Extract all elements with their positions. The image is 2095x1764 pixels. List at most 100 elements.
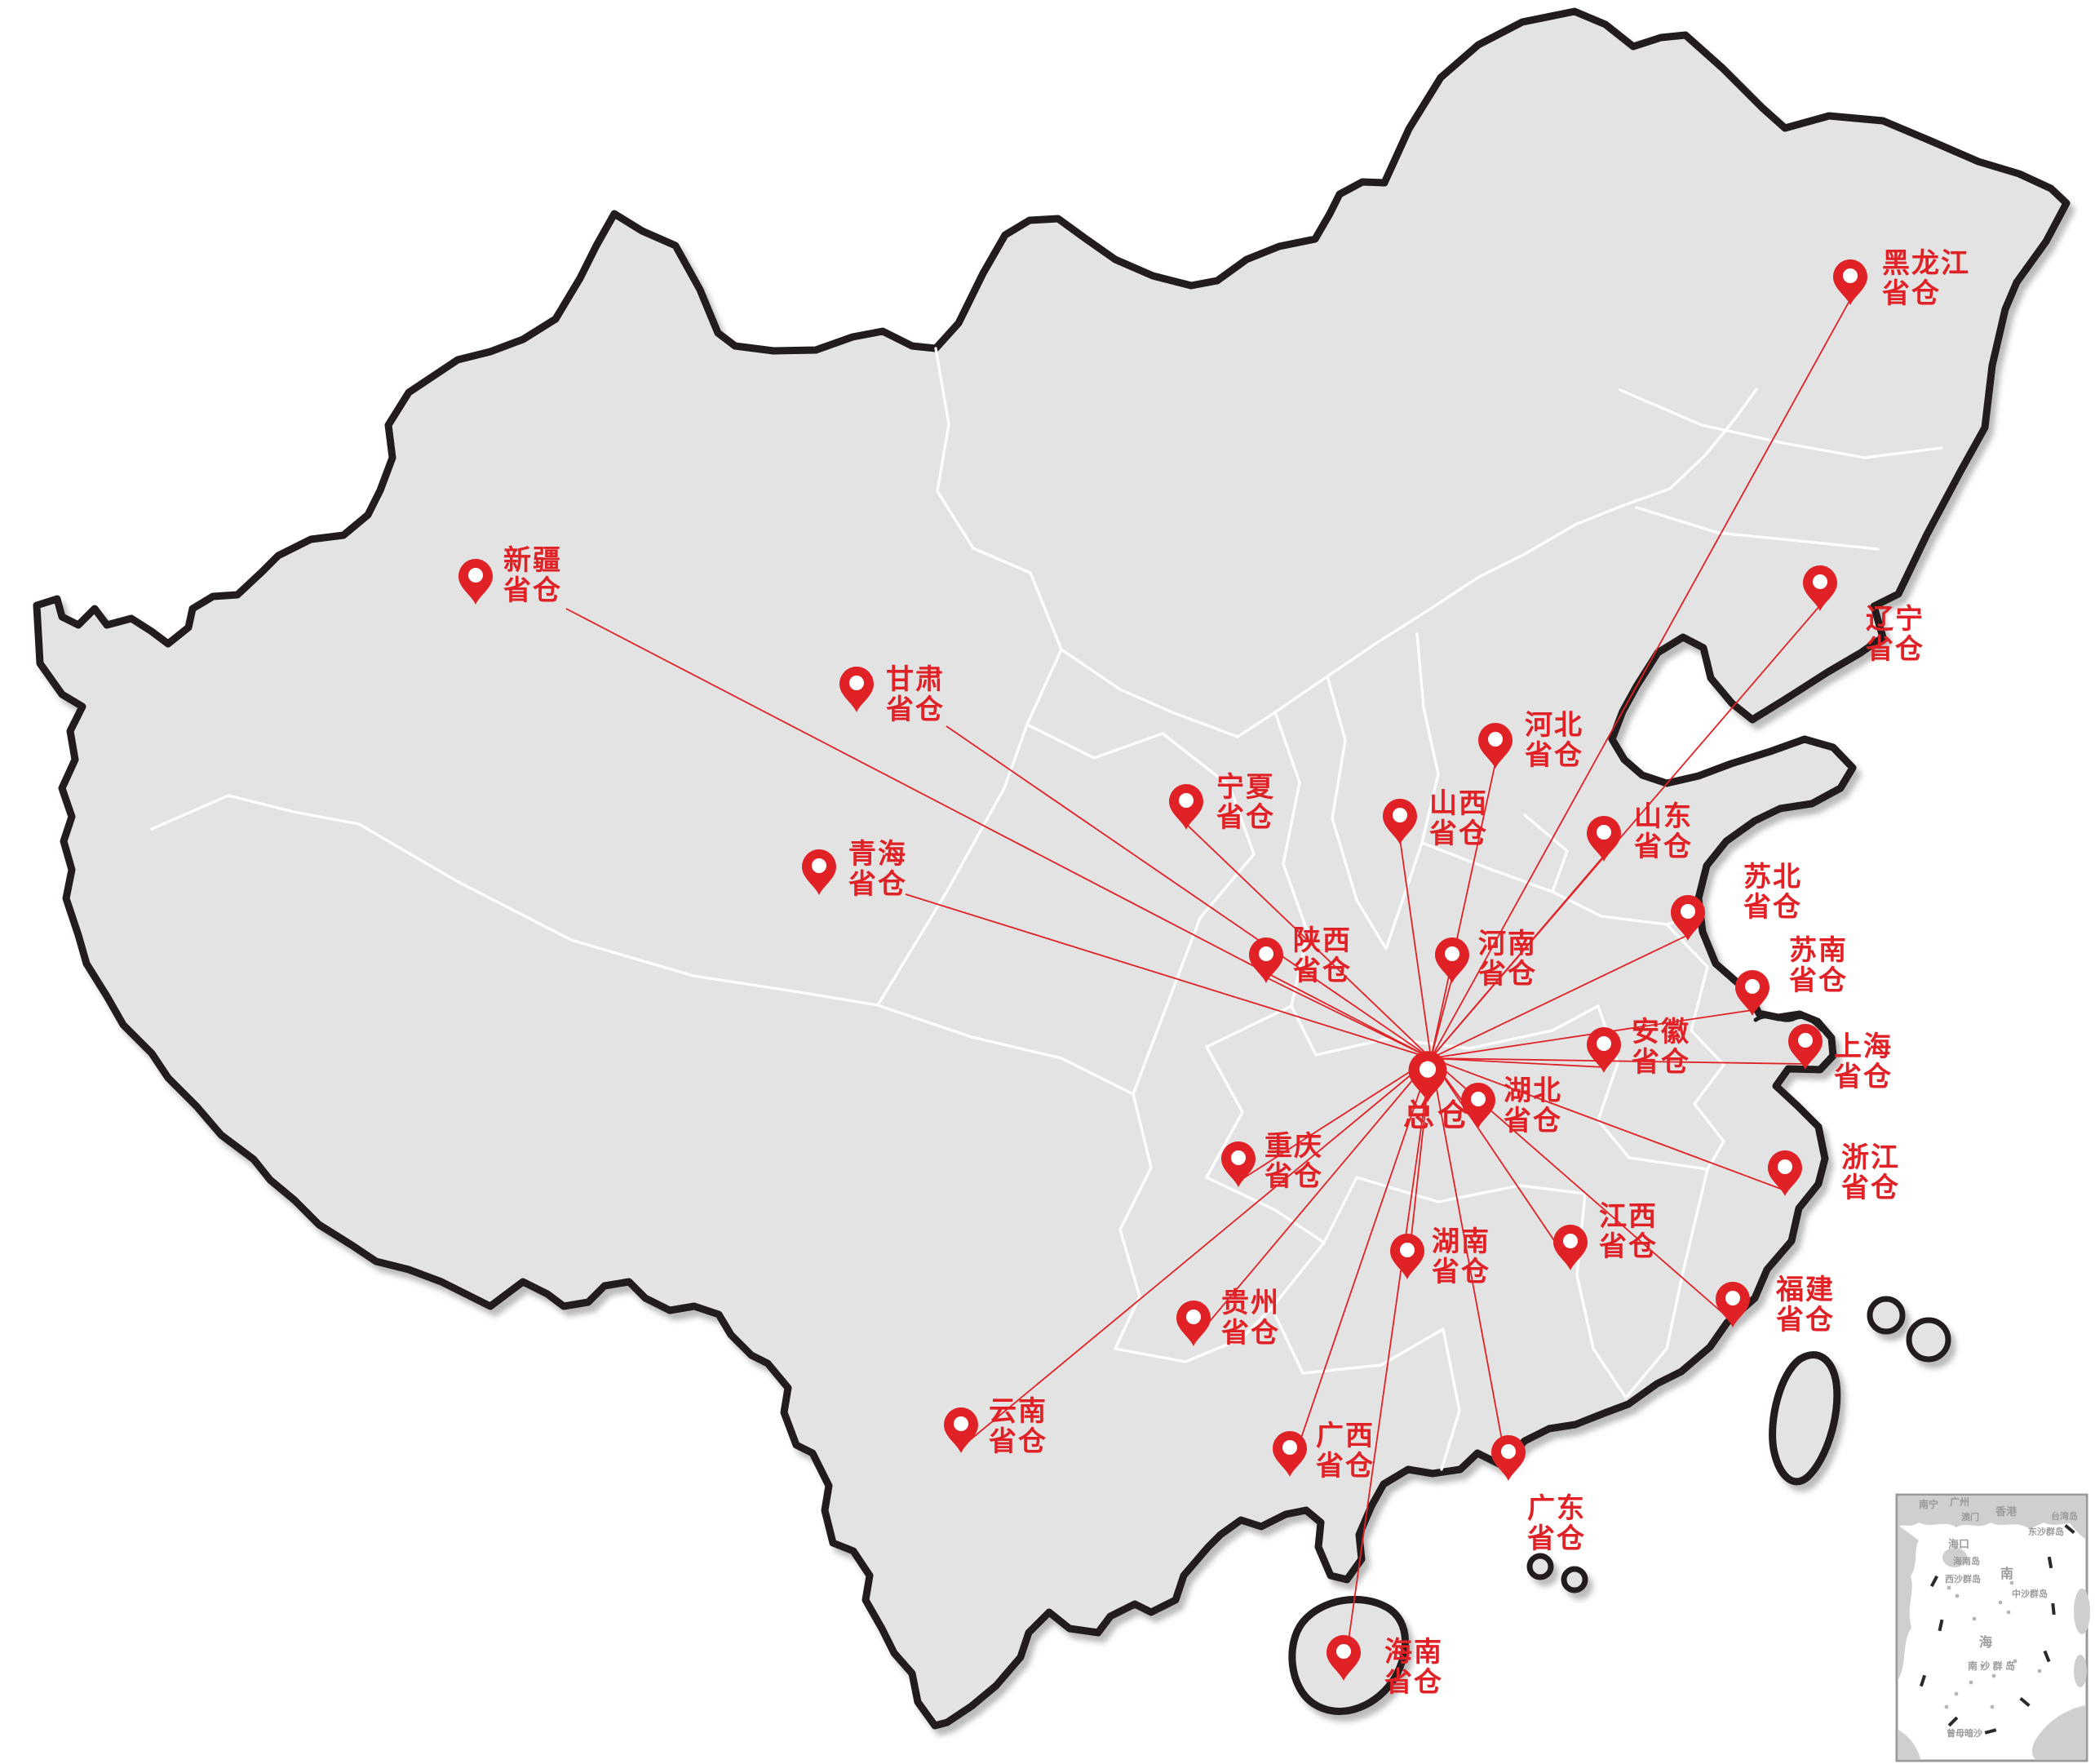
inset-island-dots — [1944, 1580, 2042, 1709]
route-line-chongqing — [1238, 1057, 1432, 1182]
map-pin-icon-shanxi — [1383, 799, 1417, 844]
warehouse-label-jiangxi: 江西省仓 — [1599, 1201, 1658, 1262]
map-pin-icon-hebei — [1478, 723, 1513, 769]
route-line-guangxi — [1289, 1057, 1432, 1472]
inset-frame — [1895, 1493, 2088, 1762]
inset-label: 西沙群岛 — [1945, 1573, 1981, 1584]
inset-label: 海口 — [1948, 1538, 1969, 1550]
offshore-island-icon — [1561, 1566, 1588, 1593]
route-line-heilongjiang — [1430, 299, 1851, 1059]
route-line-zhejiang — [1430, 1057, 1786, 1191]
offshore-island-icon — [1867, 1296, 1906, 1335]
route-line-yunnan — [960, 1057, 1432, 1448]
warehouse-label-zongcang: 总仓 — [1403, 1099, 1472, 1133]
map-pin-icon-zongcang — [1408, 1051, 1447, 1102]
province-borders — [150, 347, 1943, 1471]
warehouse-label-xinjiang: 新疆省仓 — [503, 545, 562, 606]
offshore-island-icon — [1906, 1317, 1951, 1363]
inset-hainan — [1942, 1548, 1967, 1567]
warehouse-label-hebei: 河北省仓 — [1525, 710, 1583, 771]
route-line-hebei — [1430, 762, 1496, 1059]
route-line-henan — [1430, 977, 1453, 1059]
warehouse-label-guangxi: 广西省仓 — [1316, 1421, 1375, 1482]
map-pin-icon-hainan — [1327, 1635, 1361, 1681]
inset-label: 海南岛 — [1953, 1555, 1980, 1567]
map-pin-icon-heilongjiang — [1833, 259, 1867, 305]
warehouse-label-gansu: 甘肃省仓 — [886, 664, 945, 725]
map-pin-icon-guangxi — [1273, 1431, 1307, 1477]
warehouse-label-hainan: 海南省仓 — [1384, 1637, 1443, 1698]
map-pin-icon-liaoning — [1803, 565, 1837, 611]
warehouse-label-shandong: 山东省仓 — [1634, 800, 1693, 862]
map-pin-icon-zhejiang — [1768, 1150, 1802, 1196]
warehouse-label-hunan: 湖南省仓 — [1432, 1226, 1490, 1288]
inset-label: 东沙群岛 — [2028, 1526, 2064, 1537]
map-pin-icon-ningxia — [1169, 784, 1203, 830]
taiwan-island — [1769, 1351, 1841, 1486]
route-line-guangdong — [1430, 1057, 1509, 1476]
route-line-jiangxi — [1430, 1057, 1571, 1265]
warehouse-label-liaoning: 辽宁省仓 — [1866, 604, 1924, 665]
warehouse-label-chongqing: 重庆省仓 — [1265, 1131, 1323, 1192]
map-pin-icon-henan — [1435, 937, 1469, 983]
warehouse-label-sunan: 苏南省仓 — [1789, 935, 1848, 996]
warehouse-label-zhejiang: 浙江省仓 — [1841, 1142, 1900, 1203]
yangtze-estuary — [1753, 1014, 1824, 1032]
inset-coast — [1898, 1496, 2085, 1529]
route-line-xinjiang — [565, 608, 1432, 1059]
route-line-shaanxi — [1265, 977, 1432, 1059]
route-line-shanghai — [1430, 1057, 1806, 1065]
warehouse-label-shanxi: 山西省仓 — [1429, 788, 1488, 849]
map-pin-icon-qinghai — [802, 849, 836, 895]
map-pin-icon-anhui — [1587, 1027, 1621, 1073]
warehouse-label-hubei: 湖北省仓 — [1504, 1075, 1562, 1137]
warehouse-label-heilongjiang: 黑龙江省仓 — [1882, 248, 1970, 309]
warehouse-label-ningxia: 宁夏省仓 — [1216, 772, 1275, 833]
map-pin-icon-guangdong — [1491, 1435, 1526, 1481]
inset-borneo — [2031, 1705, 2085, 1759]
map-pin-icon-yunnan — [944, 1407, 978, 1453]
warehouse-label-guizhou: 贵州省仓 — [1221, 1288, 1280, 1349]
map-pin-icon-hubei — [1461, 1083, 1495, 1128]
inset-philippines — [2074, 1655, 2087, 1687]
map-pin-icon-shandong — [1587, 816, 1621, 862]
route-line-subei — [1430, 934, 1689, 1059]
warehouse-pins — [458, 259, 1867, 1681]
warehouse-label-guangdong: 广东省仓 — [1527, 1492, 1586, 1554]
route-line-qinghai — [905, 893, 1432, 1059]
map-pin-icon-chongqing — [1221, 1141, 1256, 1187]
nine-dash-line — [1919, 1523, 2075, 1735]
route-line-gansu — [946, 725, 1432, 1059]
inset-label: 海 — [1979, 1634, 1992, 1650]
route-line-guizhou — [1193, 1057, 1432, 1341]
inset-label: 南宁 — [1919, 1498, 1938, 1510]
route-line-shandong — [1430, 855, 1605, 1059]
map-pin-icon-gansu — [839, 667, 874, 712]
route-line-hainan — [1343, 1057, 1432, 1676]
china-mainland-outline — [33, 7, 2071, 1730]
landmass — [33, 7, 2071, 1730]
inset-label: 广州 — [1950, 1496, 1969, 1508]
inset-label: 澳门 — [1961, 1511, 1979, 1522]
warehouse-label-shanghai: 上海省仓 — [1834, 1031, 1893, 1093]
warehouse-label-subei: 苏北省仓 — [1743, 862, 1802, 923]
inset-vietnam-coast — [1898, 1526, 1919, 1679]
map-pin-icon-shanghai — [1788, 1024, 1823, 1070]
warehouse-label-henan: 河南省仓 — [1478, 929, 1537, 990]
inset-label: 南 — [2000, 1566, 2013, 1581]
map-pin-icon-jiangxi — [1553, 1225, 1588, 1270]
offshore-island-icon — [1526, 1553, 1554, 1580]
warehouse-label-yunnan: 云南省仓 — [989, 1396, 1048, 1457]
inset-philippines — [2074, 1589, 2090, 1634]
route-line-anhui — [1430, 1057, 1605, 1068]
inset-malay — [1898, 1730, 1920, 1759]
map-pin-icon-xinjiang — [458, 559, 493, 605]
map-pin-icon-guizhou — [1176, 1301, 1211, 1346]
inset-label: 台湾岛 — [2051, 1510, 2078, 1522]
inset-label: 中沙群岛 — [2012, 1588, 2048, 1599]
route-line-ningxia — [1185, 823, 1432, 1059]
